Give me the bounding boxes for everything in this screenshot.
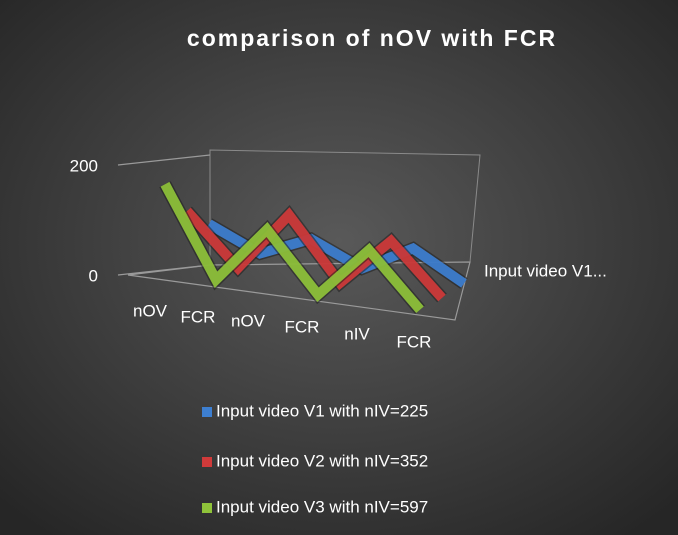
x-tick-label: nIV	[344, 324, 370, 343]
grid-line	[117, 264, 211, 276]
chart-title: comparison of nOV with FCR	[187, 25, 557, 51]
y-tick-label: 200	[70, 156, 98, 175]
legend-swatch	[202, 457, 212, 467]
x-tick-label: nOV	[231, 311, 266, 330]
y-tick-label: 0	[89, 266, 98, 285]
x-tick-label: FCR	[181, 307, 216, 326]
depth-label: Input video V1...	[484, 261, 607, 280]
x-tick-label: FCR	[397, 332, 432, 351]
legend-swatch	[202, 407, 212, 417]
grid-line	[117, 154, 211, 166]
legend-label: Input video V3 with nIV=597	[216, 497, 428, 516]
series-line	[160, 181, 424, 313]
x-tick-label: FCR	[285, 317, 320, 336]
back-wall	[209, 149, 481, 265]
x-tick-label: nOV	[133, 301, 168, 320]
legend-label: Input video V2 with nIV=352	[216, 451, 428, 470]
legend-swatch	[202, 503, 212, 513]
legend-label: Input video V1 with nIV=225	[216, 401, 428, 420]
